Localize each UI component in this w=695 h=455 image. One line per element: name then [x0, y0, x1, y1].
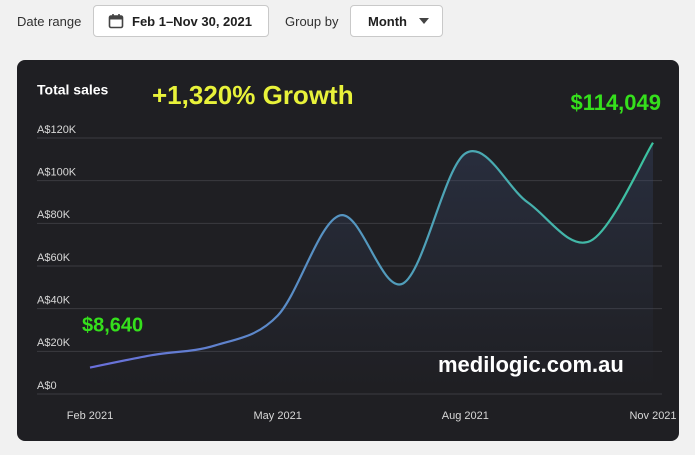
chart-title: Total sales: [37, 82, 109, 98]
group-by-label: Group by: [285, 14, 339, 29]
group-by-value: Month: [368, 13, 407, 29]
end-value-annotation: $114,049: [570, 90, 661, 115]
date-range-value: Feb 1–Nov 30, 2021: [132, 13, 252, 29]
y-tick-label: A$40K: [37, 295, 71, 307]
y-tick-label: A$0: [37, 380, 57, 392]
y-tick-label: A$80K: [37, 209, 71, 221]
y-tick-label: A$120K: [37, 124, 77, 136]
date-range-button[interactable]: Feb 1–Nov 30, 2021: [93, 5, 269, 37]
y-tick-label: A$60K: [37, 252, 71, 264]
growth-annotation: +1,320% Growth: [152, 80, 354, 110]
y-tick-label: A$100K: [37, 167, 77, 179]
calendar-icon: [108, 14, 124, 29]
x-tick-label: May 2021: [254, 410, 302, 422]
line: [89, 142, 654, 369]
start-value-annotation: $8,640: [82, 314, 143, 336]
date-range-label: Date range: [17, 14, 82, 29]
area: [90, 142, 653, 386]
x-tick-label: Feb 2021: [67, 410, 113, 422]
watermark: medilogic.com.au: [438, 352, 624, 377]
caret-icon: [418, 18, 429, 24]
group-by-select[interactable]: Month: [350, 5, 443, 37]
x-tick-label: Nov 2021: [629, 410, 676, 422]
y-tick-label: A$20K: [37, 337, 71, 349]
x-tick-label: Aug 2021: [442, 410, 489, 422]
